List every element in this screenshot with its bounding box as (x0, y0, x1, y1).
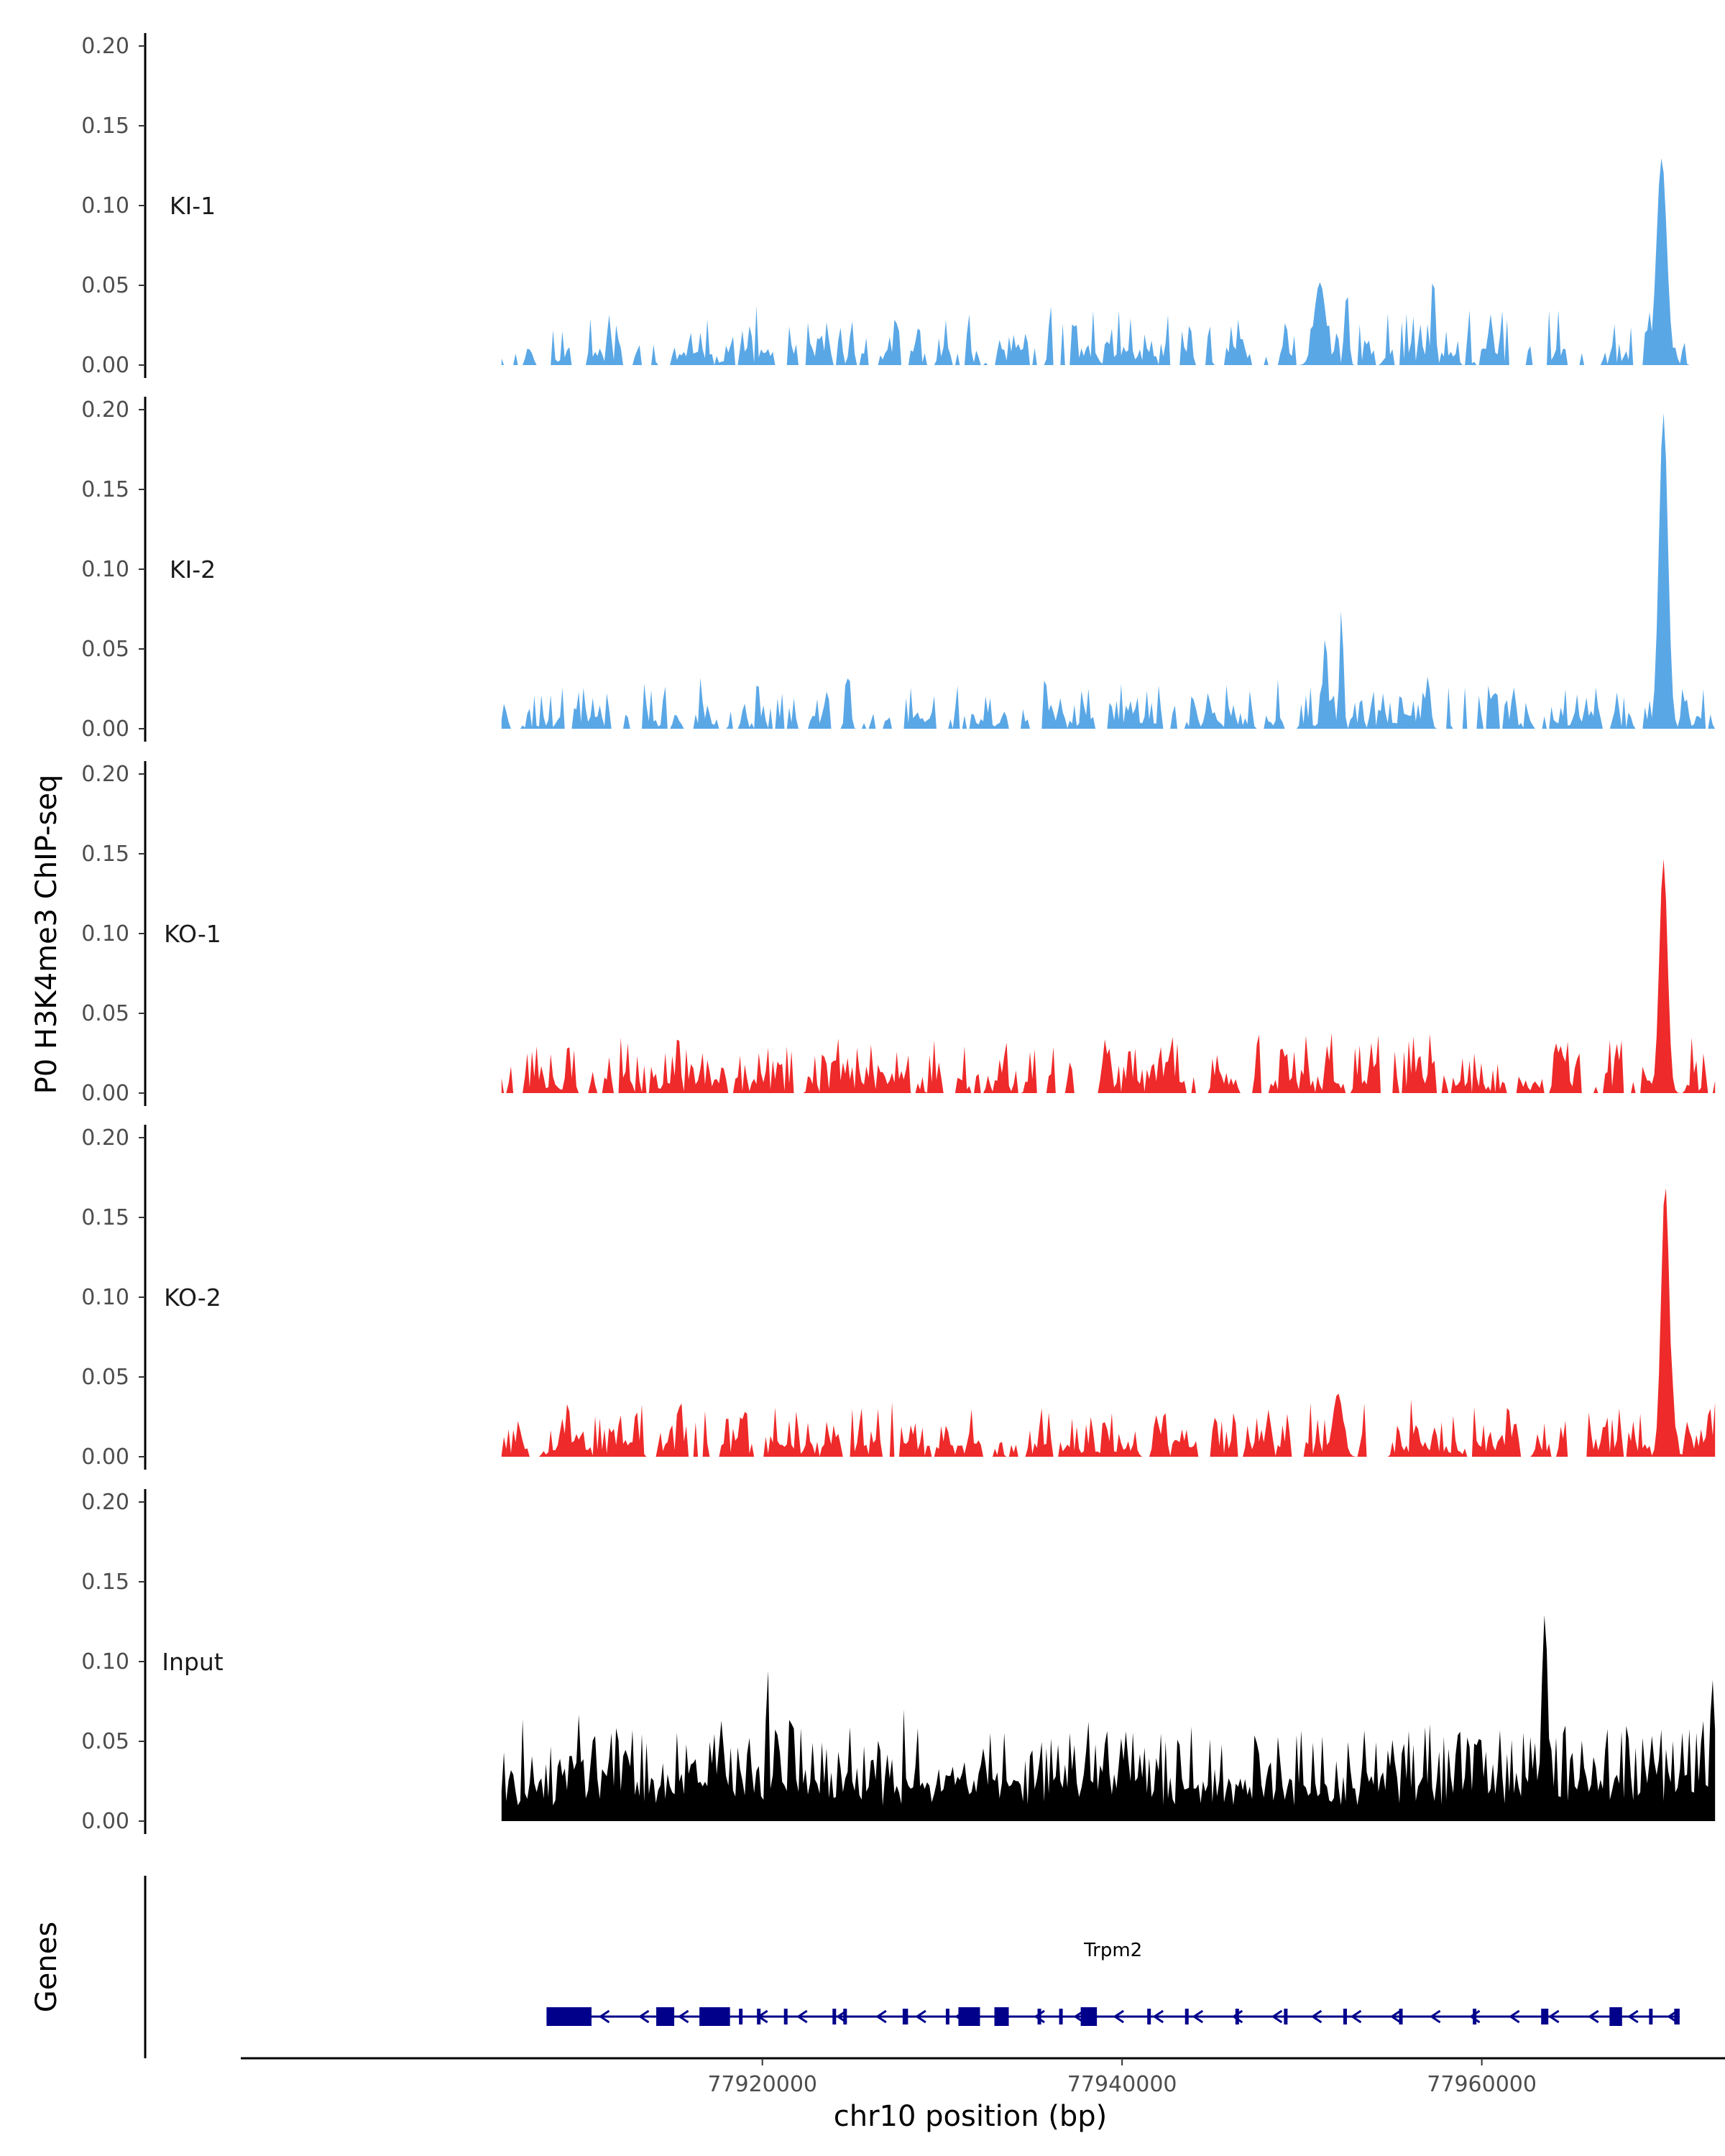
gene-name-label: Trpm2 (1083, 1940, 1142, 1961)
strand-arrow (1548, 2009, 1560, 2024)
x-tick-label: 77960000 (1427, 2072, 1537, 2097)
x-tick-label: 77940000 (1067, 2072, 1177, 2097)
track-label: Input (162, 1648, 224, 1676)
strand-arrow (1627, 2009, 1639, 2024)
gene-exon (1184, 2009, 1189, 2024)
gene-exon (783, 2009, 788, 2024)
genes-track-label: Genes (30, 1922, 63, 2012)
gene-exon (1674, 2009, 1680, 2024)
y-tick-label: 0.05 (81, 1729, 129, 1754)
gene-exon (1235, 2009, 1239, 2024)
y-tick-label: 0.05 (81, 637, 129, 662)
gene-exon (1343, 2009, 1347, 2024)
y-tick-label: 0.15 (81, 114, 129, 139)
strand-arrow (1468, 2009, 1481, 2024)
y-tick-label: 0.20 (81, 397, 129, 423)
strand-arrow (677, 2009, 689, 2024)
y-tick-label: 0.05 (81, 1365, 129, 1390)
track-input: 0.00 0.05 0.10 0.15 0.20 Input (81, 1489, 1716, 1834)
strand-arrow (1231, 2009, 1243, 2024)
y-tick-label: 0.00 (81, 1445, 129, 1470)
x-tick-label: 77920000 (707, 2072, 817, 2097)
track-label: KO-1 (164, 920, 221, 948)
gene-exon (1080, 2007, 1098, 2026)
y-tick-label: 0.15 (81, 477, 129, 502)
y-tick-label: 0.15 (81, 842, 129, 867)
strand-arrow (598, 2009, 610, 2024)
strand-arrow (1310, 2009, 1322, 2024)
strand-arrow (1350, 2009, 1362, 2024)
gene-exon (1284, 2009, 1288, 2024)
gene-exon (945, 2009, 949, 2024)
signal-area (501, 859, 1716, 1093)
y-tick-label: 0.00 (81, 1809, 129, 1834)
gene-exon (1649, 2009, 1653, 2024)
y-tick-label: 0.10 (81, 193, 129, 218)
strand-arrow (1389, 2009, 1402, 2024)
y-tick-label: 0.10 (81, 557, 129, 582)
signal-area (501, 413, 1716, 729)
y-tick-label: 0.10 (81, 1285, 129, 1310)
gene-exon (843, 2009, 847, 2024)
y-tick-label: 0.05 (81, 273, 129, 298)
gene-exon (757, 2009, 761, 2024)
gene-exon (994, 2007, 1009, 2026)
x-axis: 77920000 77940000 77960000 (241, 2057, 1725, 2097)
gene-exon (1541, 2009, 1549, 2024)
strand-arrow (1588, 2009, 1599, 2024)
y-tick-label: 0.20 (81, 34, 129, 59)
gene-exon (1399, 2009, 1403, 2024)
gene-exon (546, 2007, 592, 2026)
track-label: KI-1 (170, 192, 216, 220)
signal-area (501, 1188, 1716, 1457)
strand-arrow (1034, 2009, 1045, 2024)
gene-exon (656, 2007, 675, 2026)
tracks-layer: 0.00 0.05 0.10 0.15 0.20 KI-1 0.00 0.05 0.10 0.15… (81, 33, 1716, 1834)
strand-arrow (1271, 2009, 1283, 2024)
y-tick-label: 0.20 (81, 762, 129, 787)
y-tick-label: 0.10 (81, 1649, 129, 1674)
strand-arrow (875, 2009, 887, 2024)
y-tick-label: 0.00 (81, 353, 129, 378)
genes-layer: Genes Trpm2 (30, 1876, 1680, 2058)
track-label: KO-2 (164, 1284, 221, 1312)
y-tick-label: 0.00 (81, 1081, 129, 1106)
y-tick-label: 0.10 (81, 921, 129, 946)
strand-arrow (638, 2009, 650, 2024)
signal-area (501, 1615, 1716, 1821)
gene-exon (739, 2009, 743, 2024)
gene-exon (902, 2009, 908, 2024)
track-ko-1: 0.00 0.05 0.10 0.15 0.20 KO-1 (81, 761, 1716, 1106)
y-tick-label: 0.00 (81, 717, 129, 742)
strand-arrow (915, 2009, 926, 2024)
strand-arrow (1113, 2009, 1124, 2024)
strand-arrow (1429, 2009, 1441, 2024)
gene-exon (1037, 2009, 1041, 2024)
y-axis-title: P0 H3K4me3 ChIP-seq (30, 775, 63, 1095)
strand-arrow (1192, 2009, 1204, 2024)
track-ko-2: 0.00 0.05 0.10 0.15 0.20 KO-2 (81, 1125, 1716, 1470)
gene-exon (1147, 2009, 1151, 2024)
x-axis-title: chr10 position (bp) (834, 2100, 1108, 2133)
strand-arrow (1152, 2009, 1164, 2024)
gene-exon (832, 2009, 837, 2024)
gene-exon (699, 2007, 730, 2026)
y-tick-label: 0.20 (81, 1490, 129, 1515)
signal-area (501, 158, 1697, 365)
gene-exon (1059, 2009, 1063, 2024)
y-tick-label: 0.15 (81, 1570, 129, 1595)
gene-exon (1609, 2007, 1622, 2026)
y-tick-label: 0.15 (81, 1205, 129, 1230)
track-ki-2: 0.00 0.05 0.10 0.15 0.20 KI-2 (81, 397, 1716, 742)
track-ki-1: 0.00 0.05 0.10 0.15 0.20 KI-1 (81, 33, 1697, 378)
y-tick-label: 0.05 (81, 1001, 129, 1026)
strand-arrow (1508, 2009, 1520, 2024)
gene-exon (958, 2007, 980, 2026)
gene-exon (1473, 2009, 1477, 2024)
y-tick-label: 0.20 (81, 1125, 129, 1151)
track-label: KI-2 (170, 556, 216, 584)
strand-arrow (796, 2009, 808, 2024)
